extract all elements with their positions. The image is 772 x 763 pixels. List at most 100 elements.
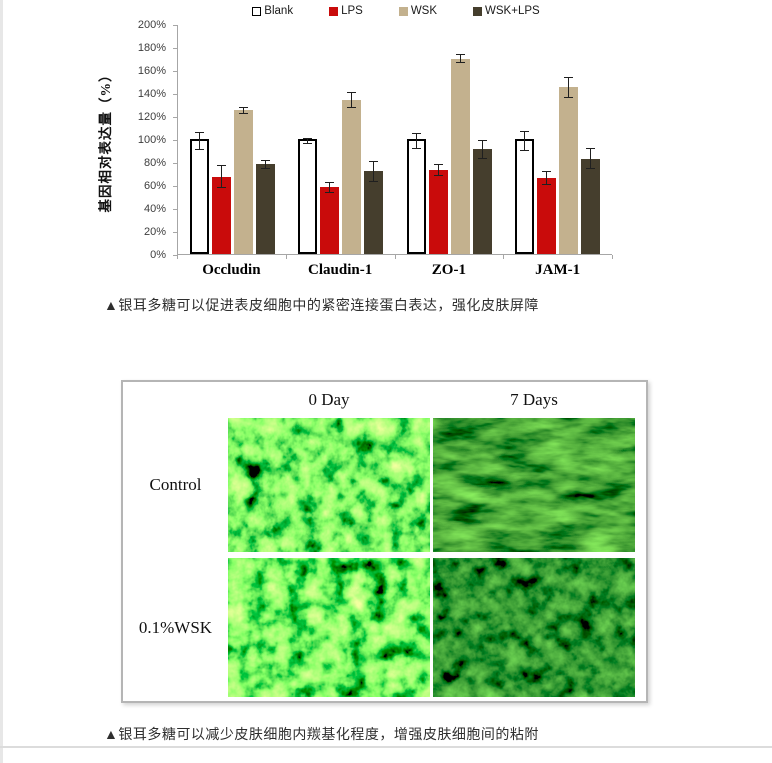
y-tick-label: 120% (137, 110, 166, 123)
error-bar-cap (260, 159, 270, 161)
bar-wsk-lps (472, 140, 492, 254)
legend-swatch (473, 6, 483, 16)
bar-blank (406, 132, 426, 254)
x-tick-mark (285, 255, 287, 259)
y-tick-label: 140% (137, 87, 166, 100)
y-axis-tick-labels: 0% 20% 40% 60% 80% 100% 120% 140% 160% 180% 200% (85, 19, 172, 260)
y-tick-mark (173, 140, 177, 141)
legend-label: Blank (264, 5, 294, 17)
error-bar (568, 76, 570, 98)
row-label-wsk: 0.1%WSK (138, 617, 213, 637)
legend-item-wsk: WSK (398, 4, 437, 18)
legend-label: LPS (341, 5, 363, 17)
y-tick-mark (173, 71, 177, 72)
bar-lps (320, 181, 340, 254)
error-bar-cap (347, 91, 357, 93)
micrograph-caption: ▲银耳多糖可以减少皮肤细胞内羰基化程度，增强皮肤细胞间的粘附 (104, 726, 539, 742)
y-tick-label: 160% (137, 64, 166, 77)
y-tick-label: 40% (143, 202, 166, 215)
error-bar-cap (194, 149, 204, 151)
bar-wsk-lps (364, 160, 384, 254)
bar-lps (211, 165, 231, 254)
error-bar-cap (477, 157, 487, 159)
error-bar-cap (325, 192, 335, 194)
error-bar-cap (520, 150, 530, 152)
micrograph-control-0day (228, 418, 430, 552)
micrograph-wsk-7days (433, 558, 635, 697)
bar-group-zo-1 (395, 25, 504, 254)
error-bar (481, 140, 483, 159)
col-header-0day: 0 Day (308, 390, 350, 409)
error-bar (459, 53, 461, 64)
x-axis-label-claudin-1: Claudin-1 (308, 262, 373, 278)
y-tick-mark (173, 94, 177, 95)
x-axis-label-jam-1: JAM-1 (535, 262, 581, 278)
micrograph-wsk-0day (228, 558, 430, 697)
error-bar-cap (542, 171, 552, 173)
error-bar-cap (542, 184, 552, 185)
y-tick-mark (173, 117, 177, 118)
bar-blank (189, 131, 209, 254)
error-bar-cap (433, 164, 443, 166)
error-bar (198, 131, 200, 151)
error-bar-cap (455, 62, 465, 64)
error-bar-cap (586, 167, 596, 169)
legend-item-blank: Blank (252, 4, 293, 18)
bar-blank (515, 130, 535, 254)
error-bar (351, 91, 353, 108)
error-bar (524, 130, 526, 152)
error-bar-cap (238, 112, 248, 114)
chart-legend: Blank LPS WSK WSK+LPS (85, 4, 665, 18)
error-bar-cap (564, 76, 574, 78)
micrograph-panel: 0 Day 7 Days Control 0.1%WSK (121, 380, 648, 703)
error-bar (546, 171, 548, 186)
legend-swatch (398, 6, 408, 16)
y-tick-label: 20% (143, 225, 166, 238)
error-bar-cap (369, 160, 379, 162)
legend-swatch (329, 6, 339, 16)
error-bar (590, 148, 592, 169)
error-bar-cap (347, 106, 357, 108)
chart-plot (177, 25, 612, 255)
error-bar-cap (586, 148, 596, 150)
error-bar (242, 106, 244, 114)
y-tick-mark (173, 25, 177, 26)
x-tick-mark (177, 255, 178, 259)
error-bar-cap (520, 130, 530, 132)
error-bar-cap (238, 106, 248, 108)
x-axis-labels: Occludin Claudin-1 ZO-1 JAM-1 (177, 262, 612, 279)
error-bar (307, 137, 309, 145)
y-tick-mark (173, 163, 177, 164)
y-tick-label: 60% (143, 179, 166, 192)
bar-wsk (559, 76, 579, 254)
legend-label: WSK+LPS (485, 5, 540, 17)
error-bar (329, 181, 331, 194)
bar-group-jam-1 (504, 25, 613, 254)
bar-wsk (450, 53, 470, 254)
y-tick-mark (173, 48, 177, 49)
error-bar (373, 160, 375, 182)
y-tick-label: 100% (137, 133, 166, 146)
micrograph-control-7days (433, 418, 635, 552)
bar-group-claudin-1 (287, 25, 396, 254)
bar-wsk-lps (255, 159, 275, 254)
error-bar (437, 164, 439, 176)
micrograph-grid (228, 418, 635, 697)
y-tick-label: 200% (137, 18, 166, 31)
col-header-7days: 7 Days (510, 390, 558, 409)
x-tick-mark (503, 255, 505, 259)
x-tick-mark (394, 255, 396, 259)
error-bar-cap (303, 143, 313, 145)
error-bar (264, 159, 266, 169)
legend-swatch (252, 6, 262, 16)
error-bar-cap (433, 174, 443, 176)
error-bar-cap (303, 137, 313, 139)
chart-caption: ▲银耳多糖可以促进表皮细胞中的紧密连接蛋白表达，强化皮肤屏障 (104, 297, 539, 313)
error-bar-cap (477, 140, 487, 142)
error-bar-cap (455, 53, 465, 55)
row-label-control: Control (149, 475, 202, 494)
x-axis-label-zo-1: ZO-1 (431, 262, 466, 278)
error-bar-cap (216, 187, 226, 189)
x-tick-mark (612, 255, 613, 259)
